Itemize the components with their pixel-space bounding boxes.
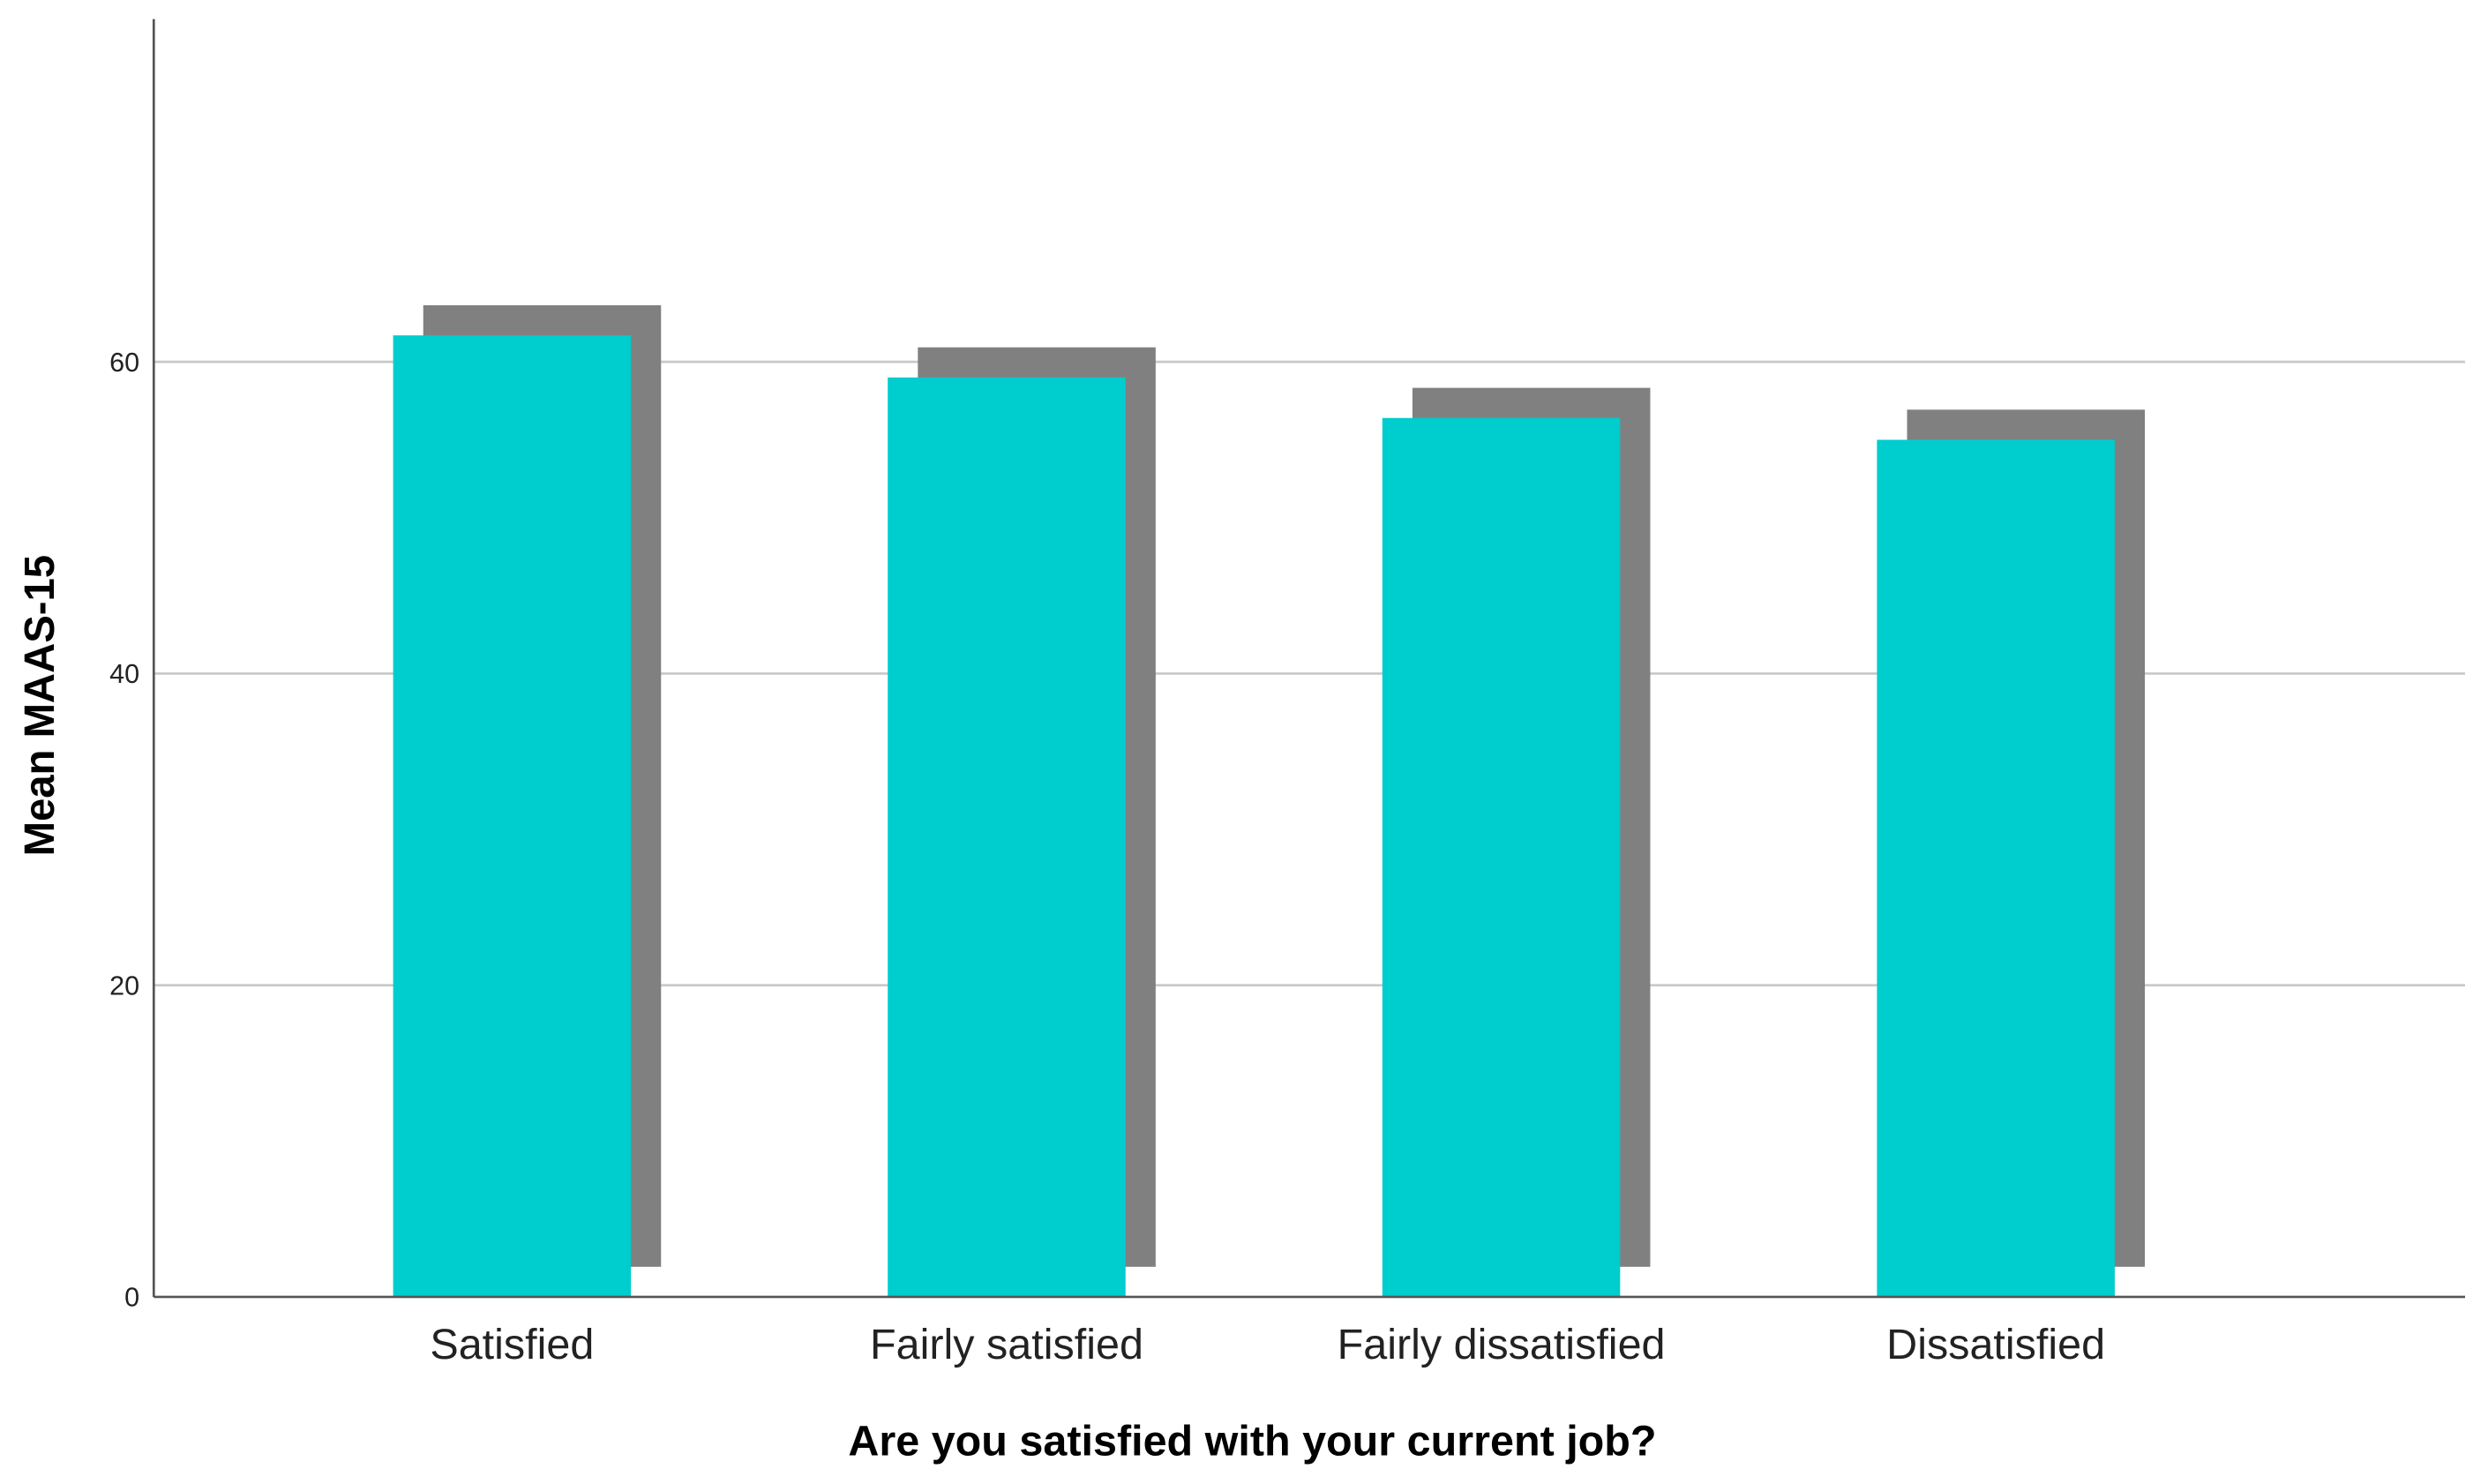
- bars: [393, 304, 2146, 1297]
- y-tick-label: 60: [109, 348, 139, 378]
- y-tick-label: 20: [109, 971, 139, 1001]
- x-tick-label: Dissatisfied: [1886, 1321, 2105, 1368]
- x-tick-label: Fairly satisfied: [870, 1321, 1143, 1368]
- bar: [393, 335, 632, 1297]
- y-tick-label: 40: [109, 659, 139, 689]
- bar: [1877, 439, 2115, 1297]
- x-tick-label: Satisfied: [430, 1321, 594, 1368]
- bar: [1382, 417, 1621, 1297]
- bar: [888, 377, 1126, 1297]
- y-tick-labels: 0 20 40 60: [109, 348, 139, 1313]
- x-tick-label: Fairly dissatisfied: [1338, 1321, 1666, 1368]
- y-axis-title: Mean MAAS-15: [16, 555, 64, 856]
- x-axis-title: Are you satisfied with your current job?: [848, 1418, 1656, 1465]
- x-tick-labels: Satisfied Fairly satisfied Fairly dissatis…: [430, 1321, 2105, 1368]
- y-tick-label: 0: [124, 1283, 139, 1313]
